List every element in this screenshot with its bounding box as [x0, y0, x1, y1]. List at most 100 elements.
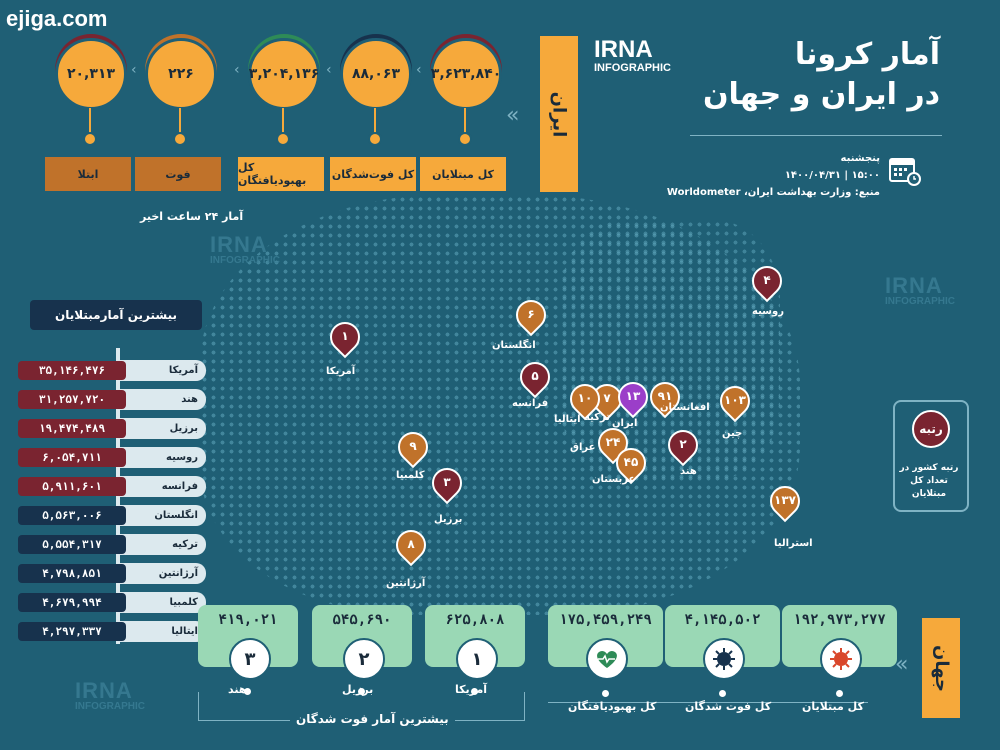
infected-value: ۴,۷۹۸,۸۵۱	[18, 564, 126, 583]
iran-recent-note: آمار ۲۴ ساعت اخیر	[140, 210, 244, 223]
title-line2: در ایران و جهان	[702, 77, 940, 112]
map-pin-rank: ۲۴	[605, 435, 621, 449]
iran-stat-circle: ۲۲۶	[145, 38, 217, 110]
world-stat-dot	[836, 690, 843, 697]
infected-value: ۴,۶۷۹,۹۹۴	[18, 593, 126, 612]
world-stat-value: ۱۹۲,۹۷۳,۲۷۷	[793, 612, 886, 628]
chevron-icon: ‹	[131, 62, 137, 78]
iran-section-label: ایران	[540, 36, 578, 192]
world-stat-dot	[602, 690, 609, 697]
infected-country: برزیل	[118, 418, 206, 439]
irna-logo: IRNA INFOGRAPHIC	[594, 36, 671, 75]
death-value: ۶۲۵,۸۰۸	[445, 612, 505, 628]
iran-stat-circle: ۳,۶۲۳,۸۴۰	[430, 38, 502, 110]
infected-country: ایتالیا	[118, 621, 206, 642]
map-pin-country: هند	[680, 466, 697, 477]
iran-stat-label: ابتلا	[45, 157, 131, 191]
map-pin-country: آمریکا	[326, 366, 356, 377]
world-stats-bracket	[548, 702, 868, 703]
death-country: هند	[228, 683, 247, 696]
world-stat-label: کل مبتلایان	[802, 700, 864, 713]
irna-watermark: IRNA INFOGRAPHIC	[885, 273, 955, 307]
infected-value: ۴,۲۹۷,۳۳۷	[18, 622, 126, 641]
death-rank-badge: ۳	[229, 638, 271, 680]
stat-dot	[458, 132, 472, 146]
chevron-icon: ‹	[416, 62, 422, 78]
map-pin-country: روسیه	[752, 306, 784, 317]
death-country: برزیل	[342, 683, 374, 696]
iran-stat-label: فوت	[135, 157, 221, 191]
map-pin-country: فرانسه	[512, 398, 549, 409]
map-pin-country: برزیل	[434, 514, 463, 525]
chevron-icon: ‹	[234, 62, 240, 78]
map-pin-rank: ۱۰	[577, 391, 593, 405]
death-dot	[471, 688, 478, 695]
iran-stat-label: کل مبتلایان	[420, 157, 506, 191]
chevrons-icon: «	[506, 103, 520, 128]
iran-stat-circle: ۲۰,۳۱۳	[55, 38, 127, 110]
most-infected-title: بیشترین آمارمبتلایان	[30, 300, 202, 330]
heartbeat-icon	[586, 638, 628, 680]
map-pin-country: ایتالیا	[554, 414, 581, 425]
map-pin-country: آرژانتین	[386, 578, 426, 589]
virus-icon	[820, 638, 862, 680]
header-day: پنجشنبه	[840, 153, 880, 164]
map-pin-rank: ۲	[679, 437, 687, 451]
irna-watermark: IRNA INFOGRAPHIC	[210, 232, 280, 266]
map-pin-country: افغانستان	[660, 402, 710, 413]
header-date: ۱۵:۰۰ | ۱۴۰۰/۰۴/۳۱	[784, 170, 880, 181]
infected-country: ترکیه	[118, 534, 206, 555]
iran-stat-circle: ۳,۲۰۴,۱۳۶	[248, 38, 320, 110]
site-watermark: ejiga.com	[6, 6, 108, 31]
infected-value: ۳۱,۲۵۷,۷۲۰	[18, 390, 126, 409]
infected-value: ۵,۵۶۳,۰۰۶	[18, 506, 126, 525]
world-stat-label: کل بهبودیافتگان	[568, 700, 657, 713]
page-title: آمار کرونا در ایران و جهان	[703, 35, 940, 115]
infected-value: ۵,۹۱۱,۶۰۱	[18, 477, 126, 496]
chevrons-icon: «	[895, 652, 909, 677]
infected-country: انگلستان	[118, 505, 206, 526]
iran-stat-label: کل فوت‌شدگان	[330, 157, 416, 191]
stat-dot	[173, 132, 187, 146]
stat-stem	[464, 108, 466, 136]
death-rank-badge: ۱	[456, 638, 498, 680]
map-pin-country: ترکیه	[584, 412, 610, 423]
stat-stem	[89, 108, 91, 136]
map-pin-country: کلمبیا	[396, 470, 425, 481]
map-pin-rank: ۵	[531, 369, 539, 383]
map-pin-rank: ۷	[603, 391, 611, 405]
world-section-label: جهان	[922, 618, 960, 718]
stat-dot	[83, 132, 97, 146]
iran-stat-circle: ۸۸,۰۶۳	[340, 38, 412, 110]
map-pin-country: عربستان	[592, 474, 636, 485]
rank-legend-desc: رتبه کشور در تعداد کل مبتلایان	[899, 463, 959, 499]
map-pin-rank: ۴۵	[623, 455, 639, 469]
world-stat-value: ۱۷۵,۴۵۹,۲۴۹	[559, 612, 652, 628]
infected-value: ۱۹,۴۷۴,۴۸۹	[18, 419, 126, 438]
map-pin-rank: ۴	[763, 273, 771, 287]
infected-value: ۳۵,۱۴۶,۴۷۶	[18, 361, 126, 380]
title-line1: آمار کرونا	[794, 37, 940, 72]
death-country: آمریکا	[455, 683, 488, 696]
stat-stem	[374, 108, 376, 136]
infected-value: ۶,۰۵۴,۷۱۱	[18, 448, 126, 467]
death-dot	[358, 688, 365, 695]
stat-dot	[368, 132, 382, 146]
infected-country: هند	[118, 389, 206, 410]
infected-value: ۵,۵۵۴,۳۱۷	[18, 535, 126, 554]
death-rank-badge: ۲	[343, 638, 385, 680]
death-value: ۴۱۹,۰۲۱	[218, 612, 278, 628]
map-pin-rank: ۱۳۷	[774, 493, 796, 507]
map-pin-rank: ۹	[409, 439, 417, 453]
header-divider	[690, 135, 942, 136]
stat-stem	[179, 108, 181, 136]
world-stat-value: ۴,۱۴۵,۵۰۲	[684, 612, 761, 628]
infected-country: فرانسه	[118, 476, 206, 497]
chevron-icon: ‹	[326, 62, 332, 78]
header-meta: پنجشنبه ۱۵:۰۰ | ۱۴۰۰/۰۴/۳۱ منبع: وزارت ب…	[667, 150, 880, 201]
infected-country: آمریکا	[118, 360, 206, 381]
death-dot	[244, 688, 251, 695]
map-pin-country: ایران	[612, 418, 638, 429]
irna-watermark: IRNA INFOGRAPHIC	[75, 678, 145, 712]
infected-country: کلمبیا	[118, 592, 206, 613]
